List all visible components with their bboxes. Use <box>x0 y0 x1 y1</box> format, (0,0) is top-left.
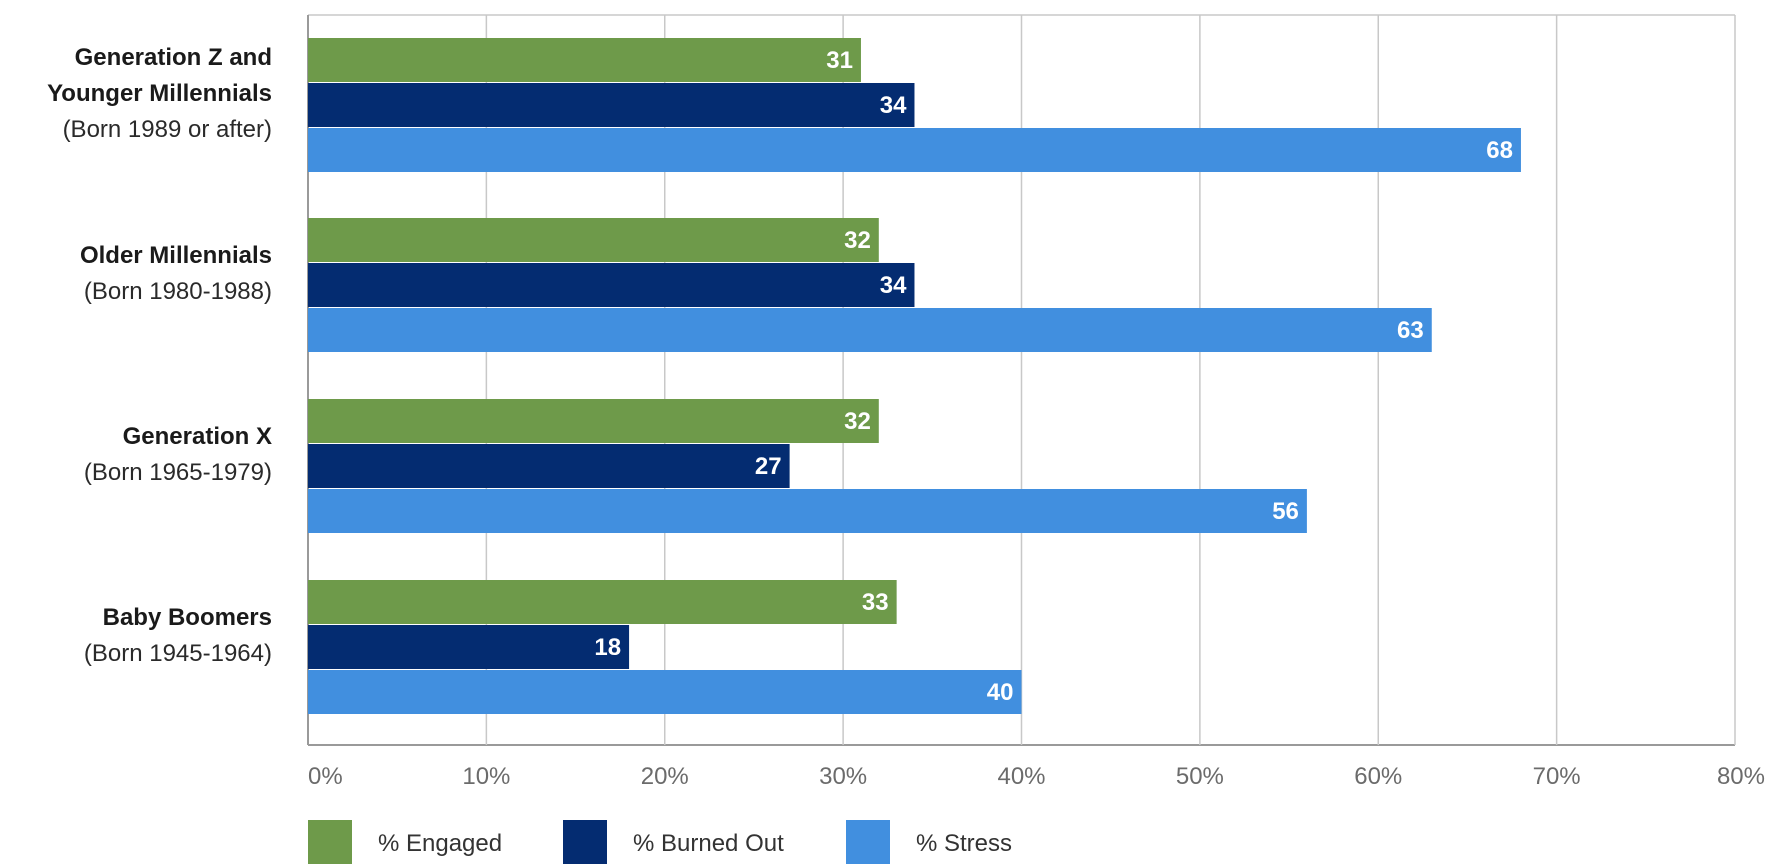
bar-burnedout-1 <box>308 263 914 307</box>
x-tick-label: 60% <box>1354 763 1402 790</box>
bar-engaged-1 <box>308 218 879 262</box>
legend-swatch <box>563 820 607 864</box>
data-label: 18 <box>594 634 621 661</box>
data-label: 40 <box>987 679 1014 706</box>
data-label: 31 <box>826 47 853 74</box>
bar-stress-3 <box>308 670 1022 714</box>
x-tick-label: 20% <box>641 763 689 790</box>
data-label: 27 <box>755 453 782 480</box>
x-tick-label: 70% <box>1533 763 1581 790</box>
data-label: 32 <box>844 408 871 435</box>
legend-swatch <box>308 820 352 864</box>
bar-burnedout-0 <box>308 83 914 127</box>
category-sublabel: (Born 1945-1964) <box>84 640 272 667</box>
bar-stress-1 <box>308 308 1432 352</box>
data-label: 63 <box>1397 317 1424 344</box>
category-label: Older Millennials <box>80 242 272 269</box>
bar-engaged-0 <box>308 38 861 82</box>
data-label: 68 <box>1486 137 1513 164</box>
legend-swatch <box>846 820 890 864</box>
category-sublabel: (Born 1965-1979) <box>84 459 272 486</box>
bar-engaged-2 <box>308 399 879 443</box>
legend: % Engaged % Burned Out % Stress <box>308 820 1012 864</box>
category-label: Generation Z and <box>75 44 272 71</box>
data-label: 34 <box>880 272 907 299</box>
data-label: 32 <box>844 227 871 254</box>
x-tick-label: 10% <box>462 763 510 790</box>
x-tick-label: 80% <box>1717 763 1765 790</box>
legend-label: % Engaged <box>378 830 502 857</box>
legend-label: % Burned Out <box>633 830 784 857</box>
category-label: Younger Millennials <box>47 80 272 107</box>
bar-burnedout-3 <box>308 625 629 669</box>
x-tick-label: 0% <box>308 763 343 790</box>
data-label: 56 <box>1272 498 1299 525</box>
bar-stress-2 <box>308 489 1307 533</box>
bar-engaged-3 <box>308 580 897 624</box>
data-label: 33 <box>862 589 889 616</box>
x-tick-label: 50% <box>1176 763 1224 790</box>
x-axis-ticks: 0% 10% 20% 30% 40% 50% 60% 70% 80% <box>308 763 1765 790</box>
x-tick-label: 30% <box>819 763 867 790</box>
category-sublabel: (Born 1980-1988) <box>84 278 272 305</box>
category-sublabel: (Born 1989 or after) <box>63 116 272 143</box>
category-label: Generation X <box>123 423 272 450</box>
category-label: Baby Boomers <box>103 604 272 631</box>
legend-label: % Stress <box>916 830 1012 857</box>
bar-burnedout-2 <box>308 444 790 488</box>
data-label: 34 <box>880 92 907 119</box>
x-tick-label: 40% <box>997 763 1045 790</box>
bars: 31 34 68 32 34 63 32 27 56 33 18 40 <box>308 38 1521 714</box>
bar-stress-0 <box>308 128 1521 172</box>
category-labels: Generation Z and Younger Millennials (Born… <box>47 44 272 667</box>
